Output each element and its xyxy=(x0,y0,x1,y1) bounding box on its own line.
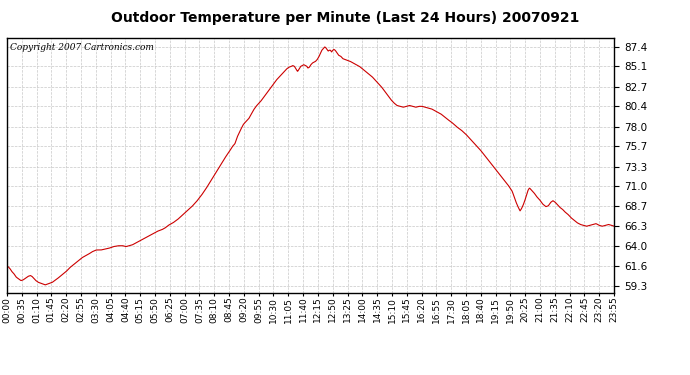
Text: Outdoor Temperature per Minute (Last 24 Hours) 20070921: Outdoor Temperature per Minute (Last 24 … xyxy=(111,11,579,25)
Text: Copyright 2007 Cartronics.com: Copyright 2007 Cartronics.com xyxy=(10,43,154,52)
